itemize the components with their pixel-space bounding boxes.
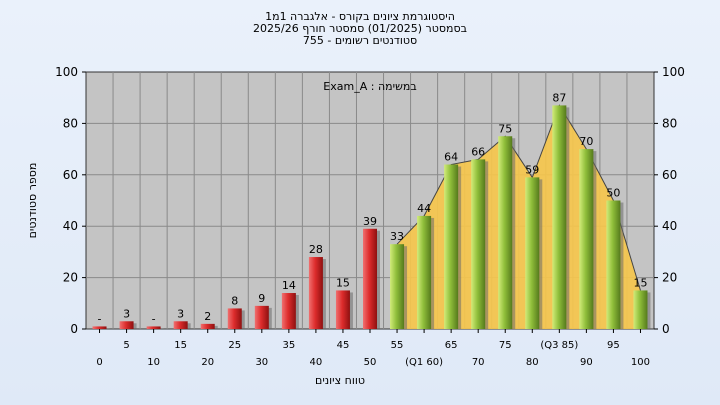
x-tick-label: 25 xyxy=(228,340,241,351)
bar-value-label: 64 xyxy=(444,151,458,164)
y-tick-label-right: 0 xyxy=(662,322,670,336)
y-tick-label: 0 xyxy=(70,322,78,336)
x-tick-label: 70 xyxy=(472,357,485,368)
x-tick-label: (Q3 85) xyxy=(540,340,578,351)
chart-title-line-1: היסטוגרמת ציונים בקורס - אלגברה 1מ1 xyxy=(265,10,455,23)
y-axis-label: מספר סטודנטים xyxy=(26,163,39,239)
chart-annotation: במשימה : Exam_A xyxy=(323,80,416,93)
y-tick-label-right: 100 xyxy=(662,65,685,79)
histogram-bar xyxy=(227,308,242,329)
histogram-bar xyxy=(606,200,621,329)
histogram-bar xyxy=(525,177,540,329)
cumulative-line xyxy=(396,104,641,291)
histogram-bar xyxy=(444,164,459,329)
histogram-bar xyxy=(92,326,107,329)
y-tick-label: 40 xyxy=(63,219,78,233)
chart-title-line-2: בסמסטר (01/2025) סמסטר חורף 2025/26 xyxy=(253,22,467,35)
histogram-bar xyxy=(471,159,486,329)
histogram-bar xyxy=(200,323,215,329)
histogram-bar xyxy=(146,326,161,329)
y-tick-label-right: 20 xyxy=(662,271,677,285)
histogram-bar xyxy=(254,305,269,329)
y-tick-label-right: 40 xyxy=(662,219,677,233)
bar-value-label: 3 xyxy=(177,307,184,320)
bar-value-label: 3 xyxy=(123,307,130,320)
histogram-bar xyxy=(390,244,405,329)
x-tick-label: 20 xyxy=(201,357,214,368)
x-tick-label: 5 xyxy=(123,340,129,351)
x-tick-label: 30 xyxy=(255,357,268,368)
x-tick-label: 15 xyxy=(174,340,187,351)
x-tick-label: 50 xyxy=(364,357,377,368)
bar-value-label: 15 xyxy=(633,276,647,289)
bar-value-label: 28 xyxy=(309,243,323,256)
bar-value-label: 14 xyxy=(282,279,296,292)
histogram-bar xyxy=(552,105,567,329)
x-tick-label: 35 xyxy=(282,340,295,351)
bar-value-label: - xyxy=(98,312,102,325)
x-tick-label: 10 xyxy=(147,357,160,368)
bar-value-label: 2 xyxy=(204,310,211,323)
histogram-bar xyxy=(579,149,594,329)
x-tick-label: 90 xyxy=(580,357,593,368)
bar-value-label: 15 xyxy=(336,276,350,289)
histogram-bar xyxy=(119,321,134,329)
axis-layer: 0 0 20 20 40 40 60 60 80 80 100 100 0 5 10 15 20 25 30 35 40… xyxy=(55,65,685,368)
y-tick-label: 100 xyxy=(55,65,78,79)
x-tick-label: 55 xyxy=(391,340,404,351)
x-tick-label: (Q1 60) xyxy=(405,357,443,368)
bar-value-label: 33 xyxy=(390,230,404,243)
histogram-bar xyxy=(281,293,296,329)
histogram-bar xyxy=(417,215,432,329)
x-tick-label: 95 xyxy=(607,340,620,351)
bar-value-label: 66 xyxy=(471,145,485,158)
bar-value-label: 44 xyxy=(417,202,431,215)
bar-value-label: 50 xyxy=(606,187,620,200)
histogram-bar xyxy=(308,257,323,329)
histogram-bar xyxy=(633,290,648,329)
x-tick-label: 0 xyxy=(96,357,102,368)
bar-value-label: - xyxy=(152,312,156,325)
bar-value-label: 8 xyxy=(231,294,238,307)
bar-value-label: 75 xyxy=(498,122,512,135)
bar-value-label: 9 xyxy=(258,292,265,305)
x-tick-label: 100 xyxy=(631,357,650,368)
y-tick-label: 20 xyxy=(63,271,78,285)
y-tick-label-right: 60 xyxy=(662,168,677,182)
y-tick-label: 80 xyxy=(63,116,78,130)
histogram-bar xyxy=(498,136,513,329)
bar-value-label: 59 xyxy=(525,163,539,176)
histogram-bar xyxy=(363,228,377,329)
bar-value-label: 39 xyxy=(363,215,377,228)
x-tick-label: 80 xyxy=(526,357,539,368)
histogram-bar xyxy=(335,290,350,329)
y-tick-label: 60 xyxy=(63,168,78,182)
x-tick-label: 65 xyxy=(445,340,458,351)
chart-title-line-3: סטודנטים רשומים - 755 xyxy=(302,34,418,47)
x-axis-label: טווח ציונים xyxy=(315,374,365,387)
x-tick-label: 40 xyxy=(310,357,323,368)
bar-value-label: 70 xyxy=(579,135,593,148)
x-tick-label: 45 xyxy=(337,340,350,351)
y-tick-label-right: 80 xyxy=(662,116,677,130)
histogram-bar xyxy=(173,321,188,329)
bar-value-label: 87 xyxy=(552,91,566,104)
x-tick-label: 75 xyxy=(499,340,512,351)
